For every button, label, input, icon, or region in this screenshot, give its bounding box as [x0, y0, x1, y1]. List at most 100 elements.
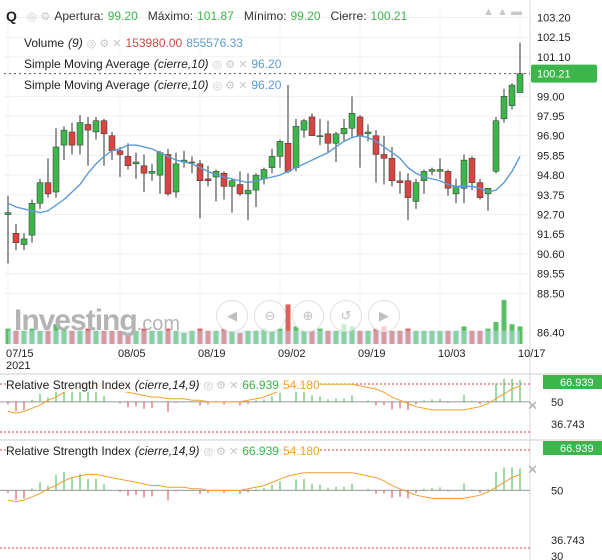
volume-bar [509, 324, 515, 344]
candle-body [500, 96, 508, 120]
candle-body [60, 129, 68, 146]
rsi-signal-line [7, 472, 521, 503]
sma-indicator-2: Simple Moving Average (cierre,10) ◎ ⚙ ✕ … [24, 78, 282, 92]
zoom-in-button[interactable]: ⊕ [292, 300, 324, 332]
volume-bar [445, 330, 451, 344]
volume-bar [301, 330, 307, 344]
symbol[interactable]: Q [6, 8, 17, 24]
current-price-badge [531, 64, 597, 83]
price-tick-label: 92.70 [537, 210, 565, 222]
candle-body [516, 73, 524, 93]
candle-body [132, 161, 140, 165]
eye-icon[interactable]: ◎ ⚙ ✕ [212, 58, 248, 71]
rsi-label: Relative Strength Index [6, 444, 131, 458]
volume-bar [261, 328, 267, 344]
sma-value: 96.20 [251, 78, 282, 92]
settings-icon[interactable]: ⚙ [40, 10, 51, 23]
candle-body [164, 154, 172, 195]
reset-button[interactable]: ↺ [330, 300, 362, 332]
volume-value-1: 153980.00 [125, 36, 183, 50]
candle-body [116, 150, 124, 155]
volume-bar [405, 328, 411, 344]
volume-bar [109, 330, 115, 344]
candle-body [428, 169, 436, 172]
volume-bar [53, 324, 59, 344]
volume-bar [461, 326, 467, 344]
volume-bar [205, 330, 211, 344]
candle-body [236, 184, 244, 195]
sma-path [7, 134, 521, 214]
scroll-right-button[interactable]: ▶ [368, 300, 400, 332]
volume-bar [341, 324, 347, 344]
price-tick-label: 88.50 [537, 288, 565, 300]
year-label: 2021 [6, 360, 30, 372]
candle-body [172, 163, 180, 193]
candle-body [100, 120, 108, 135]
candle-body [52, 146, 60, 193]
eye-icon[interactable]: ◎ ⚙ ✕ [212, 79, 248, 92]
rsi-header-1: Relative Strength Index (cierre,14,9) ◎ … [6, 378, 320, 392]
bell-icon[interactable]: ▲ [483, 6, 494, 18]
volume-bar [285, 304, 291, 344]
volume-bar [173, 330, 179, 344]
price-tick-label: 102.15 [537, 32, 571, 44]
candle-body [316, 135, 324, 137]
logo-text: Investing [14, 304, 138, 337]
volume-bar [37, 330, 43, 344]
chart-nav-buttons: ◀ ⊖ ⊕ ↺ ▶ [216, 300, 400, 332]
volume-bar [253, 330, 259, 344]
volume-bar [133, 330, 139, 344]
volume-bar [189, 330, 195, 344]
rsi-value-badge-text: 66.939 [560, 443, 594, 455]
volume-bar [397, 330, 403, 344]
candle-body [324, 133, 332, 144]
sma-label: Simple Moving Average [24, 57, 150, 71]
volume-bar [157, 330, 163, 344]
sma-label: Simple Moving Average [24, 78, 150, 92]
eye-icon[interactable]: ◎ ⚙ ✕ [86, 37, 122, 50]
open-value: 99.20 [107, 9, 138, 23]
rsi-tick-label: 36.743 [551, 419, 585, 431]
date-tick-label: 08/19 [198, 348, 226, 360]
date-tick-label: 09/19 [358, 348, 386, 360]
candle-body [228, 180, 236, 187]
candle-body [12, 233, 20, 243]
eye-icon[interactable]: ◎ ⚙ ✕ [203, 379, 239, 392]
rsi-value-badge-text: 66.939 [560, 377, 594, 389]
volume-bar [437, 330, 443, 344]
eye-icon[interactable]: ◎ [26, 10, 37, 23]
volume-param: (9) [68, 36, 83, 50]
volume-bar [45, 330, 51, 344]
candle-body [44, 182, 52, 195]
alert-icon[interactable]: ▲ [497, 6, 508, 18]
volume-bar [61, 328, 67, 344]
candle-body [276, 141, 284, 157]
volume-bar [29, 328, 35, 344]
close-icon[interactable]: ✕ [527, 398, 538, 413]
eye-icon[interactable]: ◎ ⚙ ✕ [203, 445, 239, 458]
chart-type-icons: ▲ ▲ ▬ [483, 6, 522, 18]
date-tick-label: 10/17 [518, 348, 546, 360]
zoom-out-button[interactable]: ⊖ [254, 300, 286, 332]
volume-bar [493, 322, 499, 344]
volume-bar [93, 330, 99, 344]
investing-logo: Investing.com [14, 304, 180, 338]
candles [4, 42, 524, 264]
volume-bar [85, 328, 91, 344]
candle-body [436, 169, 444, 172]
scroll-left-button[interactable]: ◀ [216, 300, 248, 332]
volume-bar [413, 330, 419, 344]
volume-bar [213, 330, 219, 344]
volume-bar [333, 330, 339, 344]
menu-icon[interactable]: ▬ [511, 6, 522, 18]
volume-bar [421, 330, 427, 344]
volume-bar [453, 330, 459, 344]
close-icon[interactable]: ✕ [527, 462, 538, 477]
candle-body [364, 131, 372, 135]
rsi-label: Relative Strength Index [6, 378, 131, 392]
volume-bar [165, 328, 171, 344]
candle-body [156, 152, 164, 176]
price-tick-label: 86.40 [537, 328, 565, 340]
